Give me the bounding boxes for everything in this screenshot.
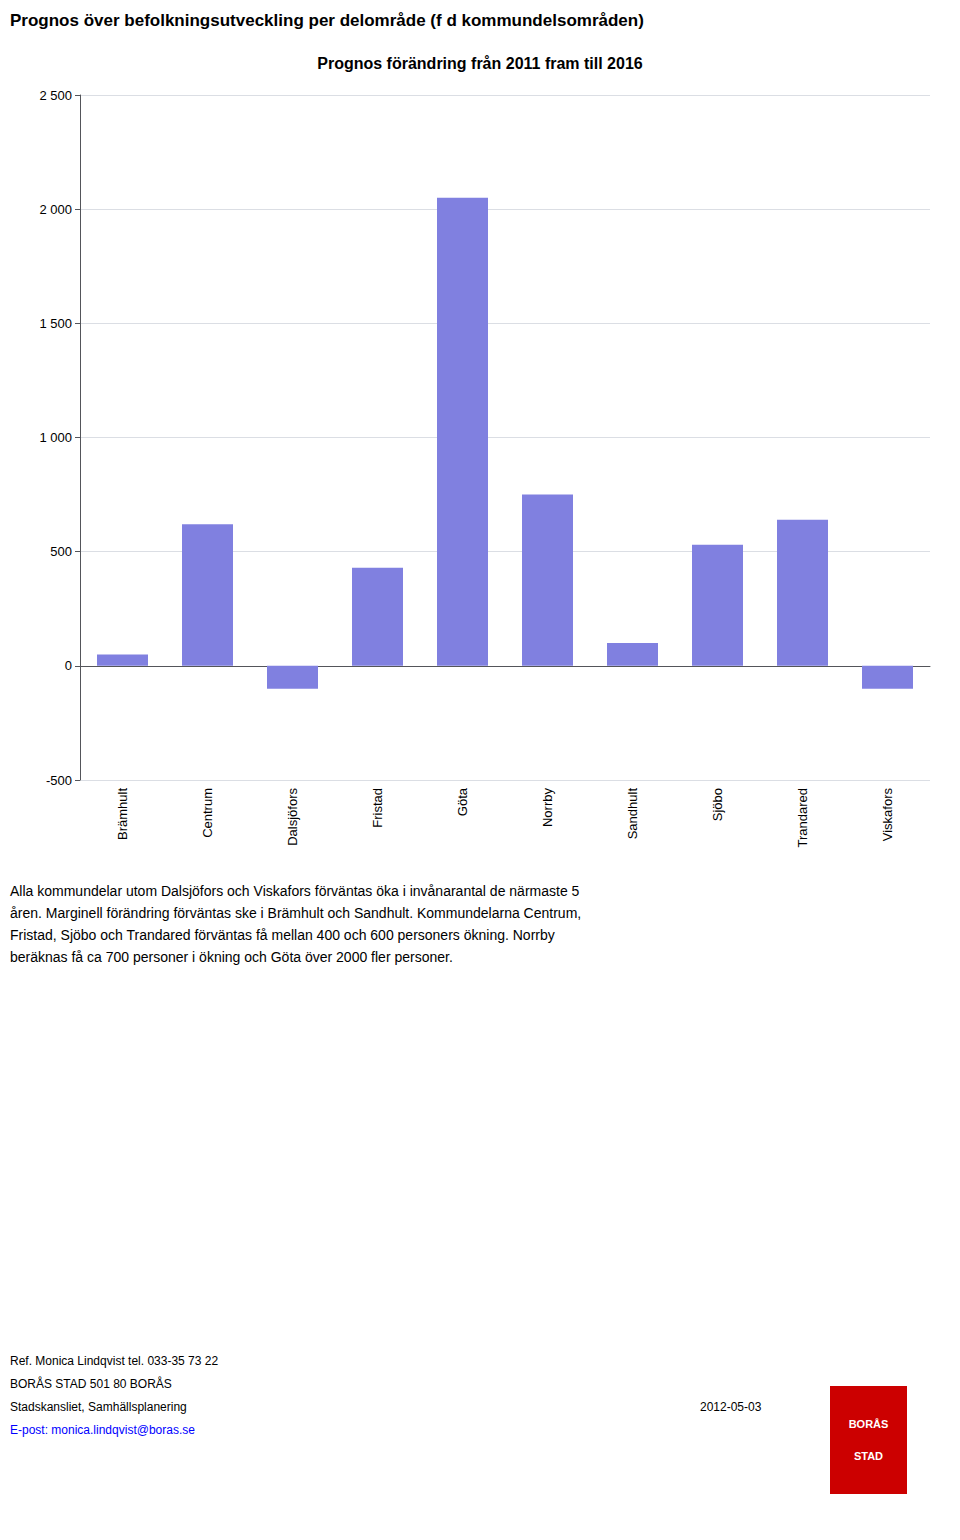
svg-text:E-post: monica.lindqvist@boras: E-post: monica.lindqvist@boras.se bbox=[10, 1423, 195, 1437]
svg-text:0: 0 bbox=[65, 658, 72, 673]
svg-text:Alla kommundelar utom Dalsjöfo: Alla kommundelar utom Dalsjöfors och Vis… bbox=[10, 883, 580, 899]
svg-text:500: 500 bbox=[50, 544, 72, 559]
svg-text:2 500: 2 500 bbox=[39, 88, 72, 103]
svg-text:åren. Marginell förändring för: åren. Marginell förändring förväntas ske… bbox=[10, 905, 581, 921]
svg-text:-500: -500 bbox=[46, 773, 72, 788]
svg-text:beräknas få ca 700 personer i: beräknas få ca 700 personer i ökning och… bbox=[10, 949, 453, 965]
svg-text:2 000: 2 000 bbox=[39, 202, 72, 217]
svg-text:1 500: 1 500 bbox=[39, 316, 72, 331]
svg-text:2012-05-03: 2012-05-03 bbox=[700, 1400, 762, 1414]
svg-text:Göta: Göta bbox=[455, 787, 470, 816]
svg-text:Stadskansliet, Samhällsplaneri: Stadskansliet, Samhällsplanering bbox=[10, 1400, 187, 1414]
svg-text:Sjöbo: Sjöbo bbox=[710, 788, 725, 821]
svg-text:STAD: STAD bbox=[854, 1450, 883, 1462]
svg-text:BORÅS STAD 501 80 BORÅS: BORÅS STAD 501 80 BORÅS bbox=[10, 1376, 172, 1391]
svg-text:BORÅS: BORÅS bbox=[849, 1418, 889, 1430]
svg-text:Brämhult: Brämhult bbox=[115, 788, 130, 840]
svg-text:Norrby: Norrby bbox=[540, 788, 555, 828]
svg-text:Centrum: Centrum bbox=[200, 788, 215, 838]
svg-text:Viskafors: Viskafors bbox=[880, 788, 895, 842]
svg-text:Sandhult: Sandhult bbox=[625, 788, 640, 840]
svg-text:Ref. Monica Lindqvist tel. 033: Ref. Monica Lindqvist tel. 033-35 73 22 bbox=[10, 1354, 218, 1368]
svg-text:Prognos förändring från 2011 f: Prognos förändring från 2011 fram till 2… bbox=[317, 55, 643, 72]
svg-text:1 000: 1 000 bbox=[39, 430, 72, 445]
svg-text:Trandared: Trandared bbox=[795, 788, 810, 848]
svg-text:Fristad: Fristad bbox=[370, 788, 385, 828]
svg-text:Fristad, Sjöbo och Trandared f: Fristad, Sjöbo och Trandared förväntas f… bbox=[10, 927, 555, 943]
svg-text:Prognos över befolkningsutveck: Prognos över befolkningsutveckling per d… bbox=[10, 11, 644, 30]
svg-text:Dalsjöfors: Dalsjöfors bbox=[285, 788, 300, 846]
